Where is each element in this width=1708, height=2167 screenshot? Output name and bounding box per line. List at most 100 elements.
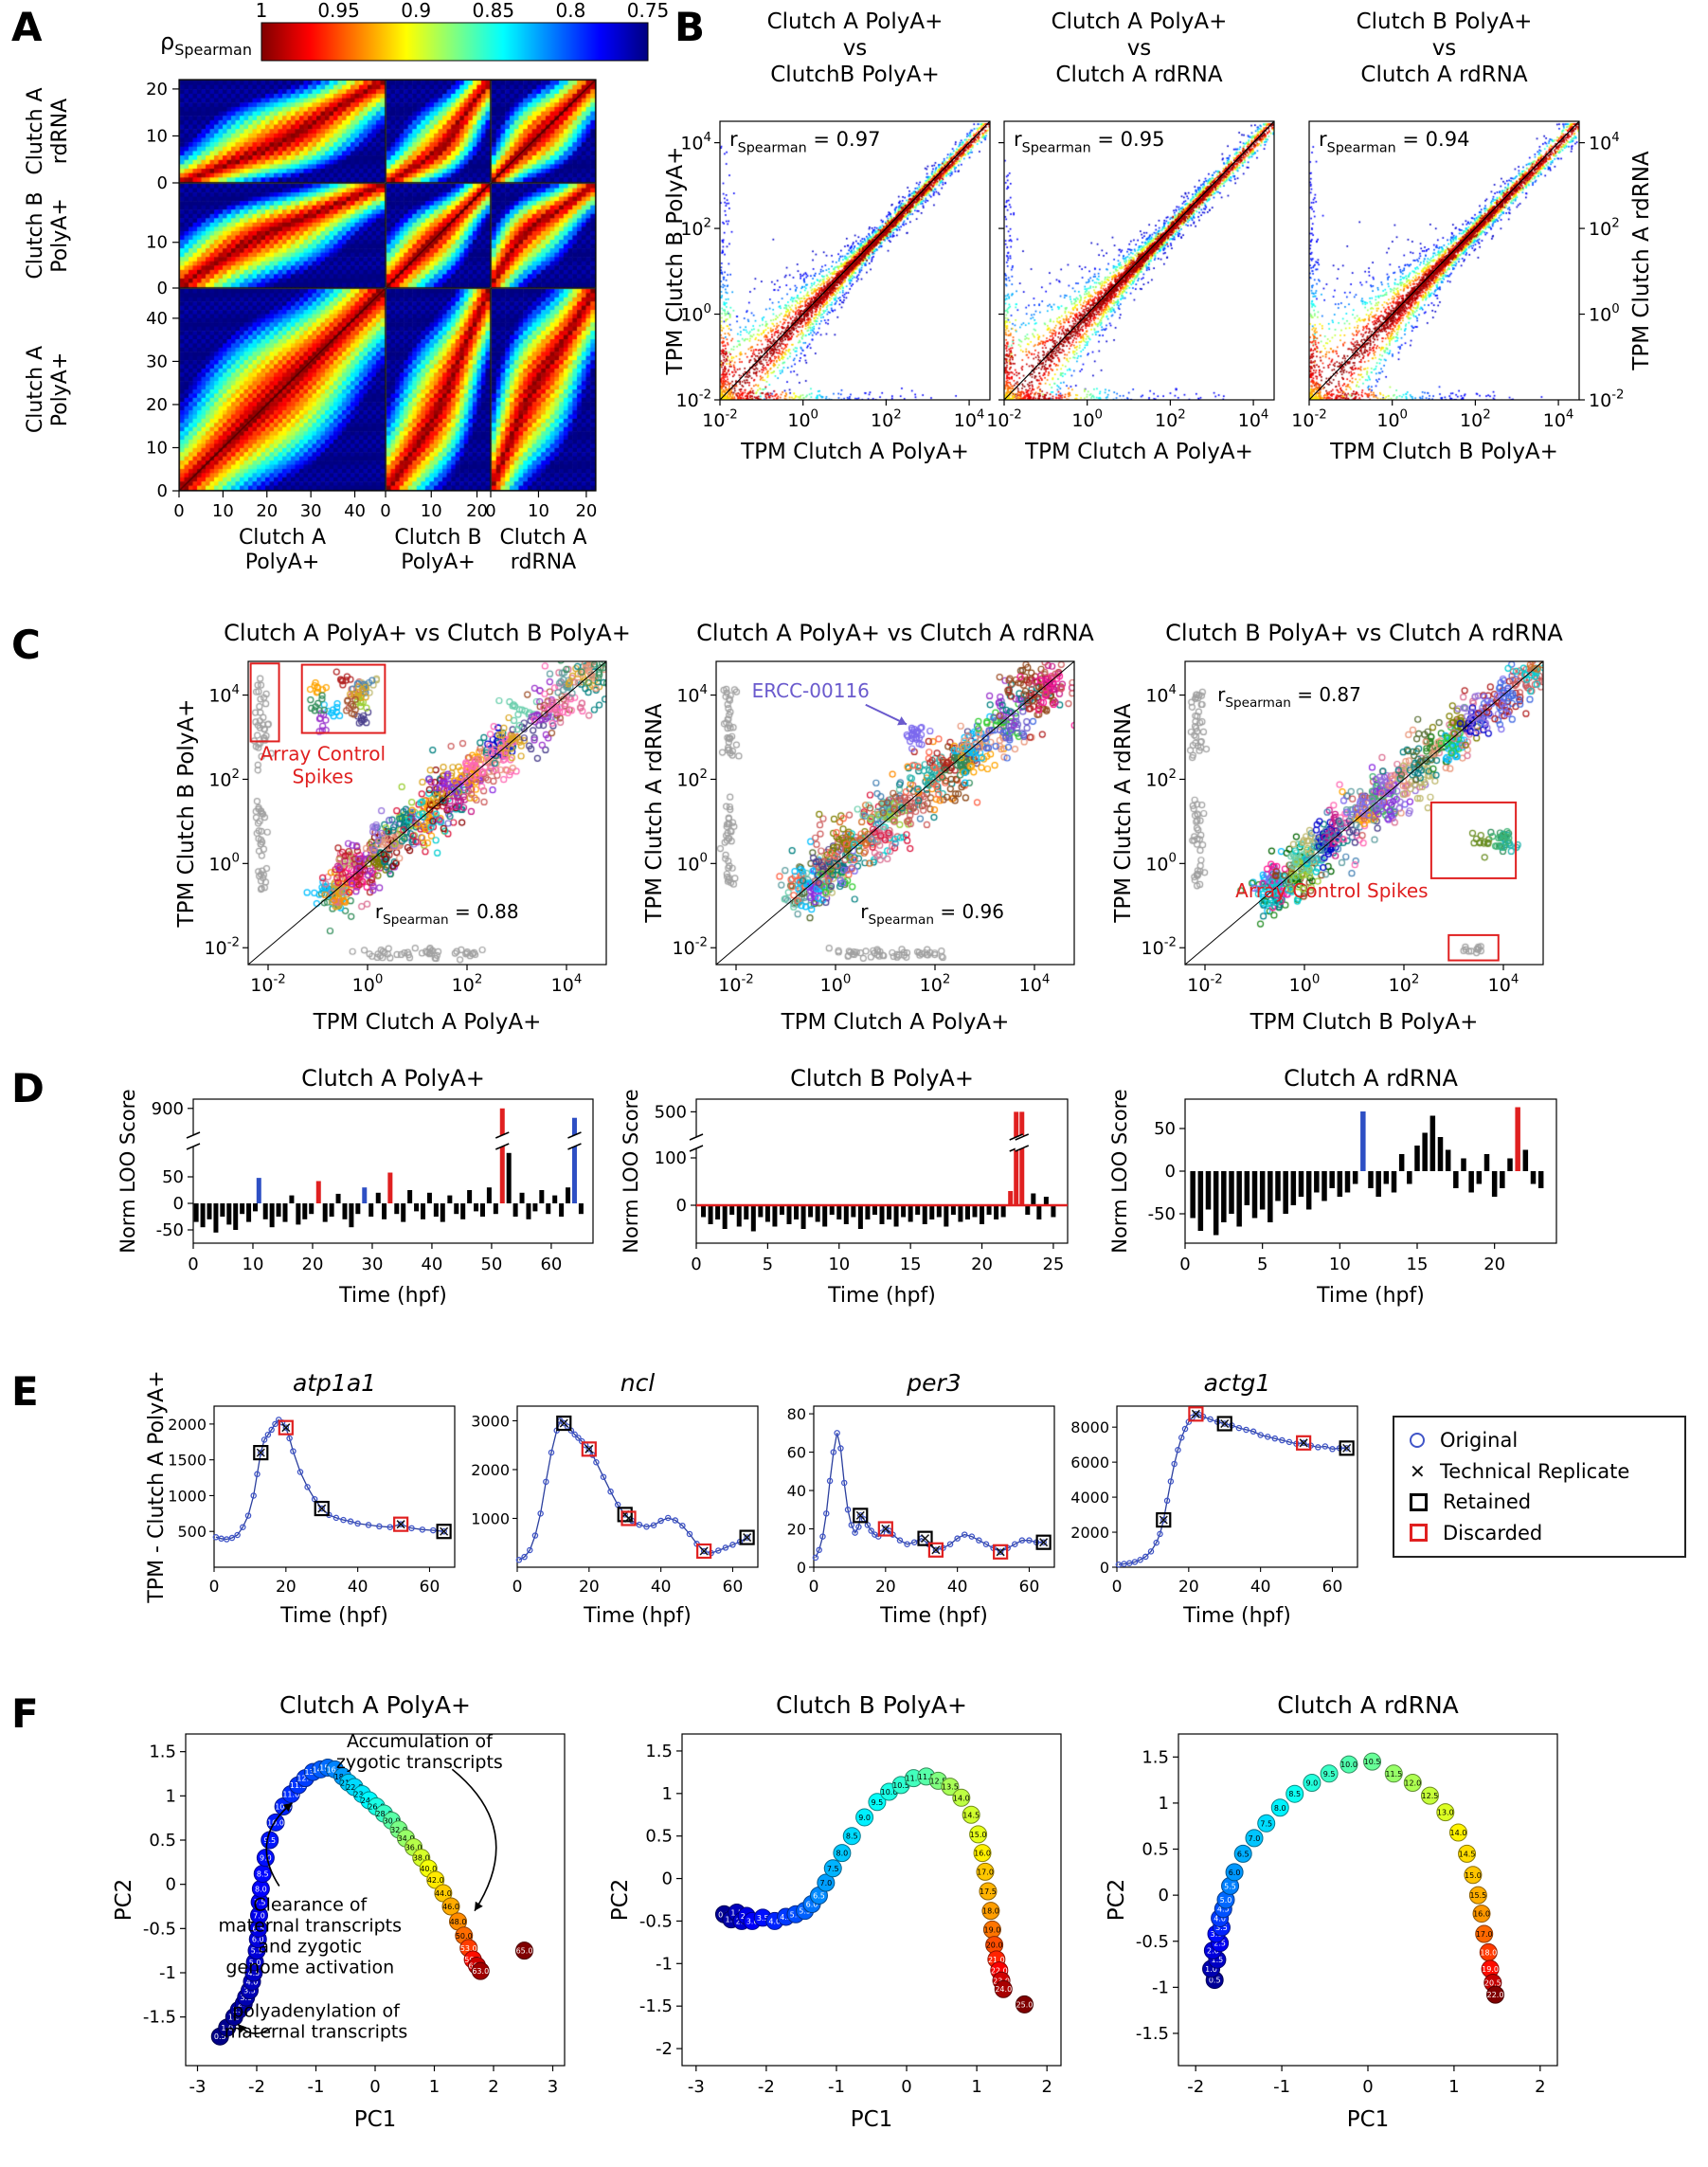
pca-point-time-label: 0.5 — [214, 2032, 226, 2041]
pca-point-time-label: 13.5 — [942, 1783, 959, 1792]
loo-bar — [1213, 1171, 1219, 1236]
x-tick-label: 60 — [723, 1578, 744, 1597]
y-tick-label: 2000 — [471, 1461, 510, 1479]
x-axis-label: Time (hpf) — [583, 1604, 692, 1628]
retained-marker — [1035, 1534, 1052, 1550]
pca-point-time-label: 3.5 — [243, 1987, 256, 1995]
x-tick-label: 20 — [1483, 1255, 1505, 1274]
loo-bar — [1483, 1154, 1490, 1171]
loo-bar — [872, 1205, 877, 1215]
x-axis-label: Time (hpf) — [879, 1604, 988, 1628]
data-point — [282, 1424, 290, 1431]
x-tick-label: 2 — [1041, 2077, 1052, 2097]
pca-point-time-label: 6.5 — [813, 1892, 825, 1901]
pca-point-time-label: 15.0 — [970, 1831, 987, 1839]
array-control-spikes-box — [300, 663, 387, 734]
loo-bar — [1352, 1171, 1358, 1184]
colorbar-tick-label: 0.9 — [401, 0, 431, 22]
data-point — [896, 1537, 904, 1544]
log-tick-label: 100 — [1071, 407, 1103, 431]
retained-marker — [917, 1530, 933, 1546]
data-point — [318, 1505, 325, 1512]
x-tick-label: 0 — [512, 1578, 523, 1597]
expression-line — [815, 1433, 1044, 1559]
pca-point-time-label: 15.5 — [1469, 1891, 1486, 1900]
y-tick-label: 1000 — [168, 1487, 207, 1505]
loo-bar — [546, 1203, 551, 1215]
pca-point-time-label: 4.0 — [1214, 1914, 1226, 1923]
pca-point-time-label: 38.0 — [413, 1854, 430, 1863]
y-tick-label: 1 — [166, 1786, 176, 1806]
pca-point-time-label: 17.5 — [980, 1887, 997, 1896]
data-point — [1026, 1537, 1033, 1544]
loo-bar — [808, 1205, 814, 1218]
data-point — [744, 1534, 750, 1541]
pca-point-time-label: 46.0 — [442, 1903, 459, 1911]
data-point — [672, 1517, 679, 1524]
pca-point-time-label: 1.0 — [1205, 1965, 1217, 1974]
data-point — [830, 1449, 837, 1455]
x-tick-label: 20 — [302, 1255, 324, 1274]
x-tick-label: 0 — [1362, 2077, 1373, 2097]
loo-bar — [1500, 1171, 1505, 1188]
ercc-arrowhead — [897, 716, 908, 726]
subplot-title: Clutch A rdRNA — [1360, 63, 1527, 87]
log-tick-label: 102 — [676, 767, 708, 791]
x-tick-label: 2 — [1535, 2077, 1545, 2097]
pca-point-time-label: 24.0 — [361, 1797, 378, 1805]
y-tick-label: 0.5 — [645, 1827, 673, 1847]
data-point — [531, 1532, 539, 1539]
loo-bar — [1368, 1171, 1374, 1188]
loo-bar — [315, 1181, 321, 1203]
pca-sample-point — [833, 1844, 852, 1863]
x-tick-label: 3 — [548, 2077, 558, 2097]
loo-bar — [1422, 1132, 1428, 1171]
loo-bar — [772, 1205, 778, 1227]
colorbar — [261, 22, 649, 62]
x-tick-label: 60 — [420, 1578, 440, 1597]
x-tick-label: 0 — [209, 1578, 220, 1597]
y-tick-label: 1 — [662, 1784, 673, 1804]
pca-point-time-label: 5.5 — [1224, 1882, 1236, 1890]
loo-bar — [1530, 1171, 1537, 1184]
pca-sample-point — [434, 1884, 453, 1903]
loo-bar — [559, 1203, 565, 1217]
pca-point-time-label: 19.0 — [984, 1925, 1001, 1934]
y-tick-label: 80 — [787, 1405, 806, 1423]
pca-point-time-label: 1.0 — [221, 2024, 233, 2032]
annotation-arrowhead — [282, 1802, 293, 1813]
pca-point-time-label: 22.0 — [1487, 1991, 1504, 1999]
loo-bar — [440, 1203, 445, 1222]
panel-f-letter: F — [11, 1690, 39, 1737]
log-tick-label: 104 — [1238, 407, 1269, 431]
loo-bar — [269, 1203, 275, 1228]
pca-sample-point — [1320, 1764, 1339, 1783]
data-point — [844, 1507, 852, 1513]
pca-point-time-label: 11.5 — [290, 1781, 307, 1790]
log-tick-label: 100 — [1145, 852, 1177, 876]
pca-annotation: and zygotic — [258, 1937, 362, 1958]
pca-sample-point — [1384, 1764, 1403, 1783]
discarded-marker — [877, 1521, 893, 1537]
loo-bar — [1275, 1171, 1281, 1201]
y-tick-label: 2000 — [168, 1416, 207, 1434]
loo-bar — [256, 1178, 261, 1203]
pca-point-time-label: 15.0 — [1465, 1871, 1482, 1880]
data-point — [868, 1527, 874, 1534]
pca-point-time-label: 0.5 — [1209, 1977, 1221, 1985]
pca-point-time-label: 3.5 — [757, 1914, 769, 1923]
log-tick-label: 10-2 — [1589, 388, 1624, 411]
loo-bar — [879, 1205, 885, 1224]
loo-bar — [539, 1190, 545, 1203]
x-tick-label: 0 — [369, 2077, 380, 2097]
y-tick-label: 0 — [166, 1875, 176, 1895]
pca-point-time-label: 5.0 — [1220, 1896, 1232, 1905]
log-tick-label: 10-2 — [250, 972, 285, 996]
data-point — [700, 1547, 708, 1555]
loo-bar — [1259, 1171, 1266, 1210]
data-point — [268, 1426, 275, 1434]
x-axis-label: Time (hpf) — [279, 1604, 388, 1628]
pca-point-time-label: 16.5 — [327, 1765, 344, 1774]
data-point — [823, 1510, 830, 1517]
